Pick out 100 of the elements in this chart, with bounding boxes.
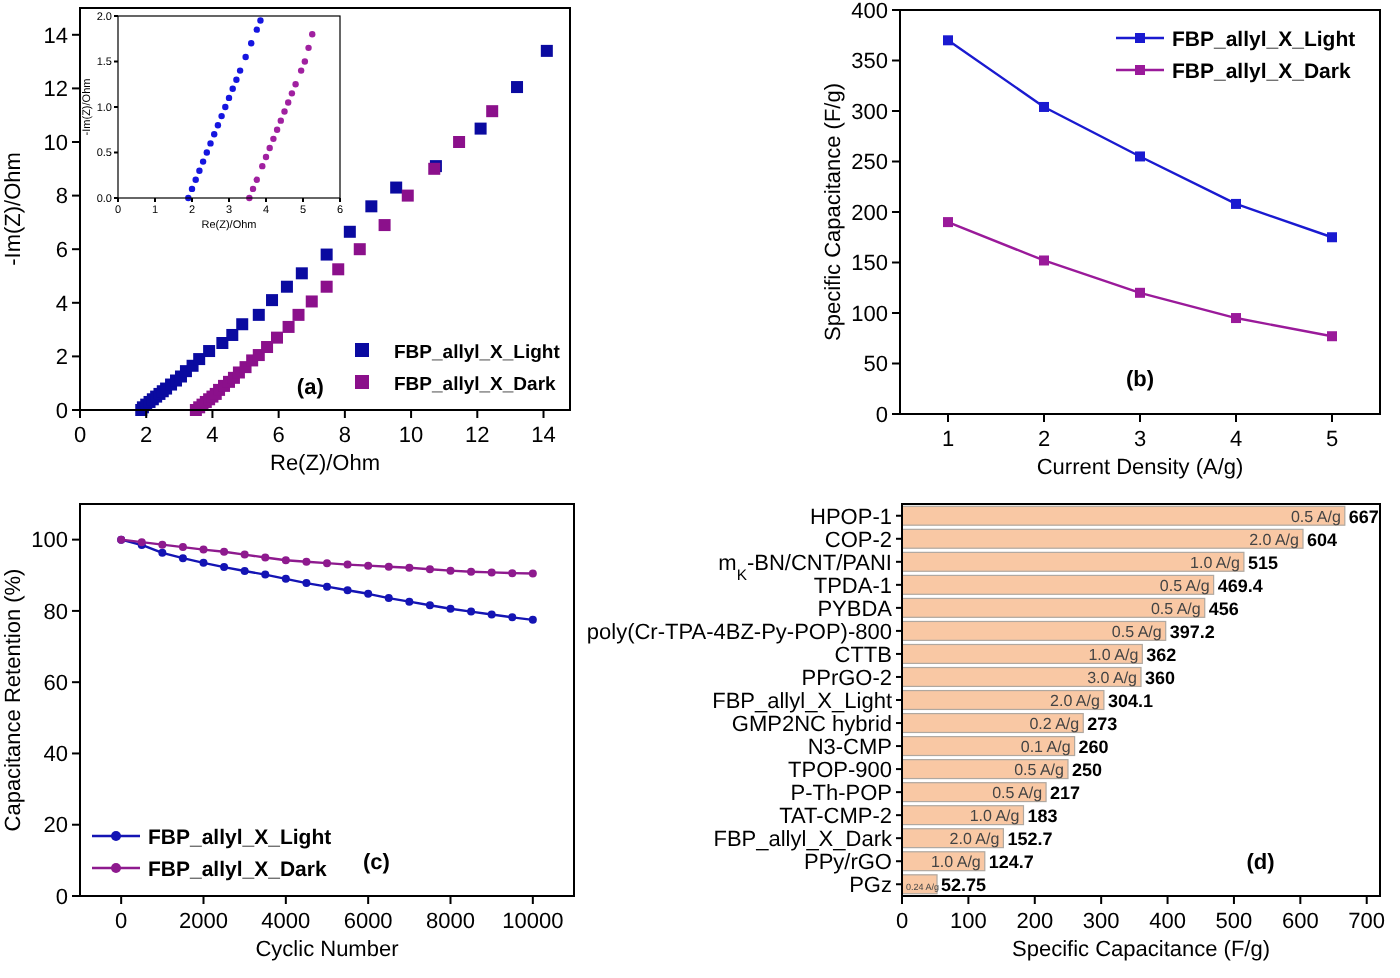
annotation: 2.0 A/g (949, 830, 1000, 849)
x-tick-label: 700 (1348, 910, 1386, 934)
data-label: 217 (1050, 783, 1081, 804)
x-tick-label: 5 (1325, 428, 1339, 452)
data-label: 469.4 (1217, 575, 1263, 596)
y-tick-label: PPy/rGO (803, 851, 893, 876)
y-tick-label: 0 (55, 399, 68, 424)
x-tick-label: 2 (140, 424, 153, 448)
annotation: 0.5 A/g (1159, 576, 1210, 595)
x-tick-label: 1 (941, 428, 955, 452)
x-tick-label: 2000 (179, 910, 228, 934)
y-tick-label: PPrGO-2 (801, 666, 892, 691)
y-tick-label: 100 (851, 302, 888, 327)
annotation: (d) (1246, 850, 1276, 875)
data-label: 515 (1247, 552, 1278, 573)
x-axis-title: Specific Capacitance (F/g) (1012, 938, 1270, 962)
data-label: 456 (1208, 598, 1239, 619)
x-tick-label: 400 (1149, 910, 1186, 934)
data-label: 52.75 (941, 875, 987, 896)
x-tick-label: 0 (115, 910, 128, 934)
annotation: 2.0 A/g (1050, 692, 1100, 710)
legend-label: FBP_allyl_X_Light (1172, 28, 1357, 52)
y-tick-label: 4 (55, 292, 68, 317)
x-tick-label: 10 (398, 424, 424, 448)
annotation: 0.2 A/g (1029, 715, 1080, 734)
annotation: 2.0 A/g (1249, 530, 1299, 549)
y-tick-label: 400 (851, 0, 888, 24)
data-label: 362 (1146, 644, 1177, 665)
y-tick-label: 14 (43, 24, 68, 49)
y-tick-label: 60 (43, 671, 68, 696)
y-tick-label: P-Th-POP (790, 782, 892, 807)
data-label: 360 (1145, 667, 1176, 688)
annotation: 0.5 A/g (1290, 507, 1341, 526)
y-tick-label: 6 (55, 238, 68, 263)
y-tick-label: 40 (43, 743, 68, 768)
x-tick-label: 0 (73, 424, 87, 448)
annotation: 1.0 A/g (969, 807, 1020, 826)
annotation: 1.0 A/g (930, 853, 981, 872)
x-axis-title: Current Density (A/g) (1036, 456, 1244, 480)
y-tick-label: 10 (43, 131, 68, 156)
y-tick-label: 150 (851, 252, 888, 277)
y-tick-label: 0 (55, 885, 68, 910)
y-tick-label: 300 (851, 100, 888, 125)
y-axis-title: -Im(Z)/Ohm (2, 152, 26, 266)
x-tick-label: 200 (1016, 910, 1054, 934)
y-tick-label: HPOP-1 (810, 505, 892, 530)
x-tick-label: 0 (895, 910, 909, 934)
y-tick-label: 2 (55, 346, 68, 371)
y-tick-label: COP-2 (824, 528, 892, 553)
data-label: 260 (1078, 737, 1109, 758)
data-label: 273 (1087, 714, 1118, 735)
data-label: 250 (1071, 760, 1103, 781)
legend-label: FBP_allyl_X_Dark (394, 374, 558, 396)
y-tick-label: 12 (43, 78, 68, 103)
y-tick-label: FBP_allyl_X_Light (712, 690, 892, 714)
x-tick-label: 12 (465, 424, 490, 448)
x-tick-label: 4 (206, 424, 219, 448)
y-tick-label: 100 (31, 529, 68, 554)
y-tick-label: GMP2NC hybrid (731, 713, 892, 738)
y-tick-label: 0 (875, 403, 888, 428)
y-tick-label: 80 (43, 600, 68, 625)
y-tick-label: poly(Cr-TPA-4BZ-Py-POP)-800 (586, 620, 892, 645)
annotation: (b) (1125, 367, 1155, 392)
annotation: 0.5 A/g (1111, 622, 1162, 641)
data-label: 397.2 (1169, 621, 1215, 642)
y-tick-label: 250 (851, 151, 888, 176)
annotation: (c) (362, 850, 391, 875)
x-axis-title: Re(Z)/Ohm (270, 452, 380, 476)
annotation: 1.0 A/g (1088, 645, 1139, 664)
x-tick-label: 600 (1281, 910, 1319, 934)
y-tick-label: 50 (863, 353, 888, 378)
y-axis-title: Specific Capacitance (F/g) (822, 83, 846, 341)
x-tick-label: 6000 (343, 910, 393, 934)
data-label: 124.7 (988, 852, 1034, 873)
data-label: 604 (1306, 529, 1338, 550)
y-tick-label: TAT-CMP-2 (779, 805, 892, 830)
annotation: 3.0 A/g (1087, 668, 1137, 687)
x-tick-label: 100 (950, 910, 987, 934)
x-tick-label: 2 (1037, 428, 1051, 452)
y-tick-label: PGz (849, 874, 892, 899)
y-tick-label: 350 (851, 50, 888, 75)
y-axis-title: Capacitance Retention (%) (2, 568, 26, 832)
data-label: 304.1 (1107, 691, 1153, 711)
legend-label: FBP_allyl_X_Light (148, 826, 333, 850)
x-tick-label: 14 (531, 424, 556, 448)
annotation: 0.5 A/g (992, 784, 1043, 803)
annotation: 0.5 A/g (1150, 599, 1201, 618)
x-tick-label: 4000 (261, 910, 311, 934)
x-tick-label: 6 (272, 424, 285, 448)
data-label: 667 (1348, 506, 1379, 527)
x-tick-label: 4 (1229, 428, 1243, 452)
x-tick-label: 8000 (426, 910, 475, 934)
data-label: 152.7 (1007, 829, 1053, 850)
x-tick-label: 8 (338, 424, 351, 448)
x-tick-label: 3 (1133, 428, 1147, 452)
annotation: 0.5 A/g (1014, 761, 1064, 780)
x-tick-label: 300 (1082, 910, 1120, 934)
y-tick-label: FBP_allyl_X_Dark (713, 828, 893, 853)
annotation: (a) (296, 375, 325, 400)
legend-label: FBP_allyl_X_Dark (1172, 60, 1351, 84)
